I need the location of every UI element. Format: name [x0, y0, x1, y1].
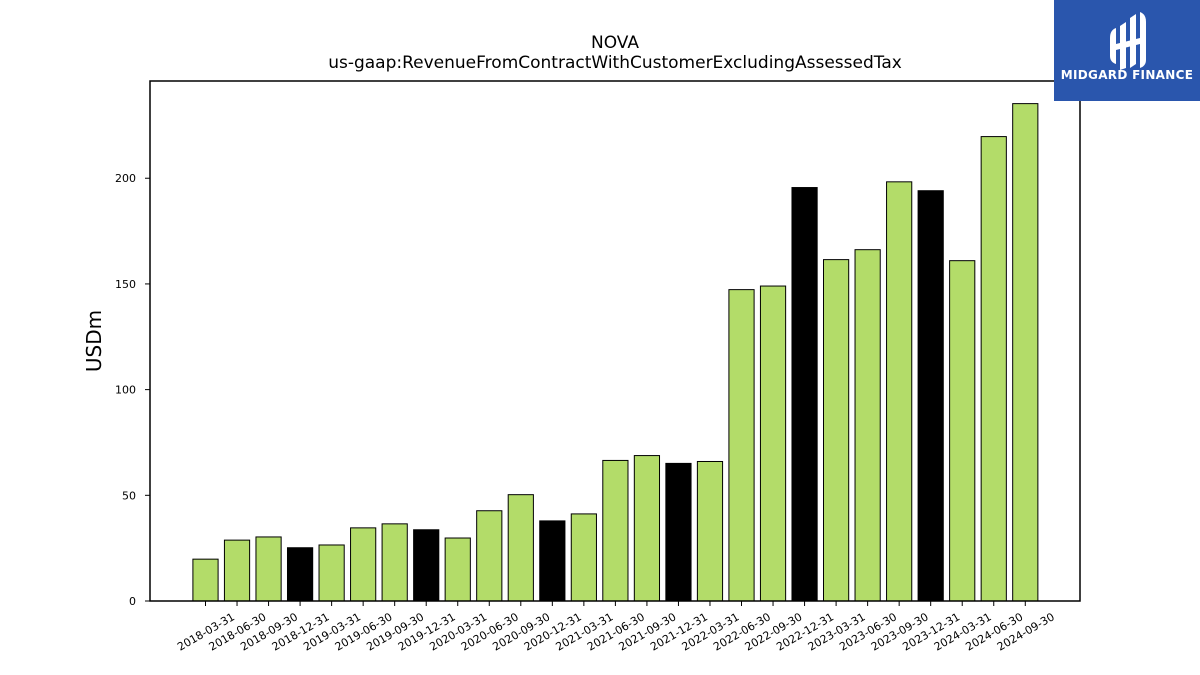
y-tick-label: 150: [115, 278, 136, 291]
bar-2020-03-31: [444, 537, 471, 602]
bar-2021-09-30: [633, 455, 661, 602]
bar-2020-09-30: [507, 494, 534, 602]
bar-2022-09-30: [759, 285, 787, 602]
bar-2024-09-30: [1012, 103, 1039, 602]
bar-2022-06-30: [728, 289, 755, 602]
bar-2024-03-31: [949, 260, 976, 602]
bar-2023-03-31: [823, 259, 850, 602]
bar-2023-12-31: [917, 190, 944, 602]
bars-group: [192, 103, 1039, 602]
bar-2019-06-30: [350, 527, 377, 602]
bar-2020-06-30: [476, 510, 503, 602]
bar-2018-09-30: [255, 536, 282, 602]
y-tick-label: 100: [115, 384, 136, 397]
chart-title: NOVA: [591, 33, 639, 53]
y-axis-label: USDm: [82, 310, 106, 372]
bar-2022-12-31: [791, 187, 818, 602]
midgard-logo-icon: [1110, 12, 1146, 70]
logo-text: MIDGARD FINANCE: [1060, 68, 1194, 82]
bar-2020-12-31: [539, 520, 566, 602]
bar-2024-06-30: [980, 136, 1007, 602]
bar-2023-06-30: [854, 249, 881, 602]
bar-2021-06-30: [602, 459, 629, 602]
bar-2018-12-31: [286, 547, 314, 602]
bar-2019-03-31: [318, 544, 345, 602]
y-tick-label: 0: [129, 595, 136, 608]
y-tick-label: 50: [122, 489, 136, 502]
bar-2018-06-30: [223, 539, 251, 602]
midgard-finance-logo: MIDGARD FINANCE: [1054, 0, 1200, 101]
bar-2021-12-31: [665, 462, 692, 602]
bar-2019-12-31: [413, 529, 440, 602]
chart-subtitle: us-gaap:RevenueFromContractWithCustomerE…: [328, 53, 902, 73]
bar-2018-03-31: [192, 558, 219, 602]
bar-2023-09-30: [886, 181, 913, 602]
bar-2021-03-31: [570, 513, 597, 602]
bar-2019-09-30: [381, 523, 408, 602]
plot-frame: [149, 80, 1081, 602]
bar-2022-03-31: [696, 460, 724, 602]
y-tick-label: 200: [115, 172, 136, 185]
